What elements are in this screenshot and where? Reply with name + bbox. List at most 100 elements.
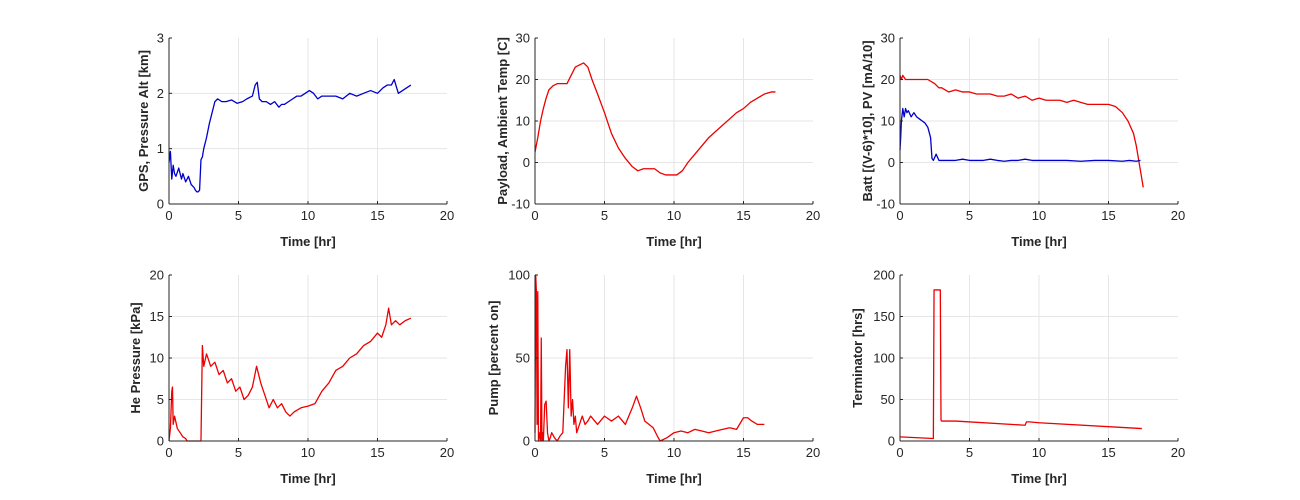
y-axis-label: Batt [(V-6)*10], PV [mA/10] xyxy=(860,40,875,201)
y-tick-label: 0 xyxy=(523,155,530,170)
axes xyxy=(899,37,1179,205)
grid xyxy=(900,275,1178,441)
y-tick-label: 200 xyxy=(873,268,895,283)
x-tick-label: 5 xyxy=(601,445,608,460)
series-line xyxy=(534,62,776,176)
series xyxy=(534,274,765,442)
panel-batt-pv: 0 5 10 15 20 -10 0 10 20 30 Time [hr] Batt [(V-6… xyxy=(860,31,1185,250)
x-tick-label: 0 xyxy=(531,208,538,223)
grid xyxy=(169,38,447,204)
x-tick-label: 15 xyxy=(1101,208,1115,223)
y-tick-label: 0 xyxy=(523,434,530,449)
series xyxy=(899,289,1142,440)
y-tick-label: 50 xyxy=(881,392,895,407)
x-tick-label: 20 xyxy=(440,445,454,460)
y-tick-label: 10 xyxy=(516,114,530,129)
axes xyxy=(168,37,448,205)
y-tick-labels: -10 0 10 20 30 xyxy=(876,31,895,212)
y-tick-label: 20 xyxy=(881,72,895,87)
y-tick-label: -10 xyxy=(876,197,895,212)
series xyxy=(534,62,776,176)
x-tick-labels: 0 5 10 15 20 xyxy=(531,208,820,223)
y-tick-label: 30 xyxy=(881,31,895,46)
x-tick-label: 20 xyxy=(806,445,820,460)
y-tick-label: 10 xyxy=(881,114,895,129)
grid xyxy=(169,275,447,441)
x-tick-label: 0 xyxy=(165,208,172,223)
y-axis-label: Terminator [hrs] xyxy=(850,308,865,407)
x-tick-labels: 0 5 10 15 20 xyxy=(165,445,454,460)
x-tick-label: 10 xyxy=(1032,208,1046,223)
x-axis-label: Time [hr] xyxy=(1011,471,1066,486)
x-tick-label: 0 xyxy=(165,445,172,460)
x-axis-label: Time [hr] xyxy=(646,471,701,486)
x-tick-label: 5 xyxy=(601,208,608,223)
y-tick-labels: 0 1 2 3 xyxy=(157,31,164,212)
x-tick-label: 5 xyxy=(966,445,973,460)
axes xyxy=(168,274,448,442)
panel-terminator: 0 5 10 15 20 0 50 100 150 200 Time [hr] Terminat… xyxy=(850,268,1185,487)
x-tick-label: 20 xyxy=(440,208,454,223)
x-tick-labels: 0 5 10 15 20 xyxy=(896,445,1185,460)
x-tick-label: 20 xyxy=(1171,445,1185,460)
series xyxy=(168,307,412,442)
x-tick-label: 20 xyxy=(1171,208,1185,223)
x-tick-label: 0 xyxy=(531,445,538,460)
y-axis-label: GPS, Pressure Alt [km] xyxy=(136,50,151,192)
x-tick-labels: 0 5 10 15 20 xyxy=(165,208,454,223)
series-line xyxy=(899,107,1141,162)
x-tick-label: 10 xyxy=(667,208,681,223)
x-axis-label: Time [hr] xyxy=(1011,234,1066,249)
x-tick-labels: 0 5 10 15 20 xyxy=(531,445,820,460)
y-tick-label: 20 xyxy=(150,268,164,283)
y-tick-label: 100 xyxy=(873,351,895,366)
y-tick-label: 0 xyxy=(888,155,895,170)
x-tick-label: 10 xyxy=(301,208,315,223)
x-tick-label: 15 xyxy=(370,208,384,223)
panel-pump: 0 5 10 15 20 0 50 100 Time [hr] Pump [percent … xyxy=(486,268,820,487)
y-tick-label: 2 xyxy=(157,86,164,101)
grid xyxy=(535,275,813,441)
x-axis-label: Time [hr] xyxy=(280,471,335,486)
series-line xyxy=(168,307,412,442)
series xyxy=(899,74,1144,188)
y-tick-label: 30 xyxy=(516,31,530,46)
x-tick-label: 20 xyxy=(806,208,820,223)
axes xyxy=(534,37,814,205)
y-tick-labels: -10 0 10 20 30 xyxy=(511,31,530,212)
y-tick-label: -10 xyxy=(511,197,530,212)
y-tick-label: 20 xyxy=(516,72,530,87)
series xyxy=(168,78,412,193)
grid xyxy=(900,38,1178,204)
panel-gps-altitude: 0 5 10 15 20 0 1 2 3 Time [hr] GPS, Pressure Al… xyxy=(136,31,454,250)
y-axis-label: Payload, Ambient Temp [C] xyxy=(495,37,510,205)
y-tick-label: 0 xyxy=(157,197,164,212)
axes xyxy=(899,274,1179,442)
grid xyxy=(535,38,813,204)
y-tick-label: 100 xyxy=(508,268,530,283)
series-line xyxy=(534,274,765,442)
x-tick-label: 10 xyxy=(667,445,681,460)
axes xyxy=(534,274,814,442)
y-tick-label: 1 xyxy=(157,141,164,156)
y-axis-label: He Pressure [kPa] xyxy=(128,302,143,413)
y-tick-label: 5 xyxy=(157,392,164,407)
y-tick-labels: 0 5 10 15 20 xyxy=(150,268,164,449)
y-tick-label: 50 xyxy=(516,351,530,366)
x-axis-label: Time [hr] xyxy=(280,234,335,249)
x-axis-label: Time [hr] xyxy=(646,234,701,249)
y-tick-label: 0 xyxy=(157,434,164,449)
y-tick-label: 10 xyxy=(150,351,164,366)
y-tick-label: 150 xyxy=(873,309,895,324)
x-tick-label: 15 xyxy=(370,445,384,460)
series-line xyxy=(899,289,1142,440)
y-tick-labels: 0 50 100 xyxy=(508,268,530,449)
x-tick-labels: 0 5 10 15 20 xyxy=(896,208,1185,223)
x-tick-label: 5 xyxy=(966,208,973,223)
y-axis-label: Pump [percent on] xyxy=(486,301,501,416)
y-tick-labels: 0 50 100 150 200 xyxy=(873,268,895,449)
series-line xyxy=(168,78,412,193)
x-tick-label: 15 xyxy=(736,445,750,460)
